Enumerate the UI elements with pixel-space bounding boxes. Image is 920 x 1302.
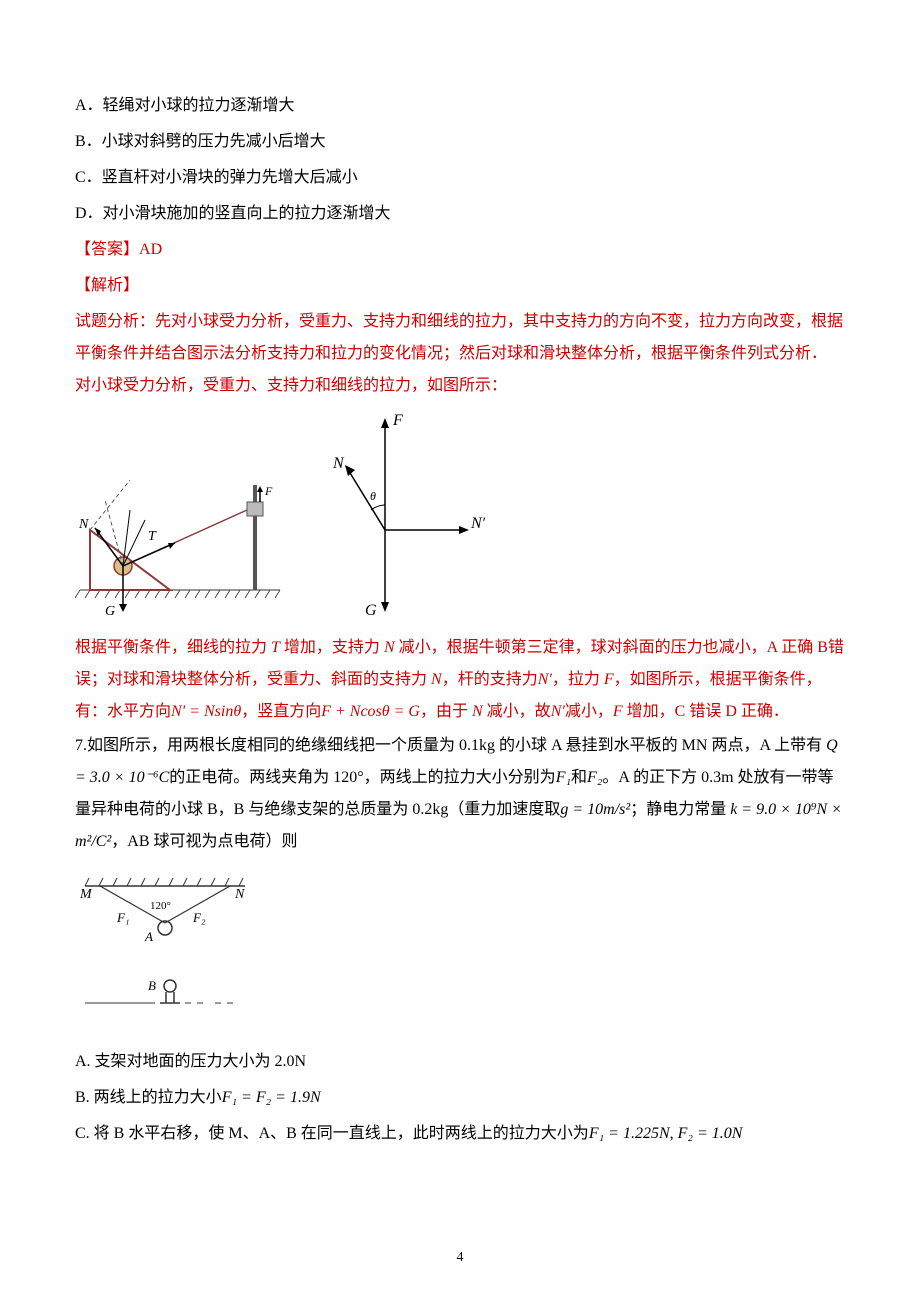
answer-label: 【答案】 (75, 241, 139, 258)
q7-intro: 7.如图所示，用两根长度相同的绝缘细线把一个质量为 0.1kg 的小球 A 悬挂… (75, 730, 845, 858)
analysis-text-2: 对小球受力分析，受重力、支持力和细线的拉力，如图所示： (75, 370, 845, 402)
page-number: 4 (457, 1244, 464, 1272)
figure-left-incline: N T G F (75, 440, 285, 620)
fig3-label-F2: F₂ (192, 910, 206, 925)
fig3-label-B: B (148, 978, 156, 993)
q7-option-c: C. 将 B 水平右移，使 M、A、B 在同一直线上，此时两线上的拉力大小为F₁… (75, 1118, 845, 1150)
svg-text:F: F (264, 484, 273, 498)
fig3-label-M: M (79, 887, 93, 902)
figures-container: N T G F F N θ N′ G (75, 410, 845, 620)
q7-option-b: B. 两线上的拉力大小F₁ = F₂ = 1.9N (75, 1082, 845, 1114)
option-c: C．竖直杆对小滑块的弹力先增大后减小 (75, 162, 845, 194)
fig2-label-G: G (365, 602, 377, 619)
q7-figure: M N F₁ F₂ 120° A B (75, 868, 845, 1030)
answer-block: 【答案】AD (75, 234, 845, 266)
analysis-text-1: 试题分析：先对小球受力分析，受重力、支持力和细线的拉力，其中支持力的方向不变，拉… (75, 306, 845, 370)
option-d: D．对小滑块施加的竖直向上的拉力逐渐增大 (75, 198, 845, 230)
option-b: B．小球对斜劈的压力先减小后增大 (75, 126, 845, 158)
fig1-label-G: G (105, 604, 115, 619)
option-a: A．轻绳对小球的拉力逐渐增大 (75, 90, 845, 122)
answer-value: AD (139, 241, 162, 258)
fig3-label-angle: 120° (150, 900, 171, 912)
analysis-conclusion: 根据平衡条件，细线的拉力 T 增加，支持力 N 减小，根据牛顿第三定律，球对斜面… (75, 632, 845, 728)
fig2-label-theta: θ (370, 489, 376, 503)
analysis-label: 【解析】 (75, 270, 845, 302)
figure-right-forces: F N θ N′ G (315, 410, 495, 620)
fig3-label-F1: F₁ (116, 910, 129, 925)
fig2-label-Nprime: N′ (470, 515, 486, 532)
fig1-label-T: T (148, 529, 157, 544)
q7-option-a: A. 支架对地面的压力大小为 2.0N (75, 1046, 845, 1078)
fig2-label-F: F (392, 412, 403, 429)
fig2-label-N: N (332, 455, 345, 472)
fig3-label-A: A (144, 929, 153, 944)
fig1-label-N: N (78, 517, 89, 532)
fig3-label-N: N (234, 887, 245, 902)
